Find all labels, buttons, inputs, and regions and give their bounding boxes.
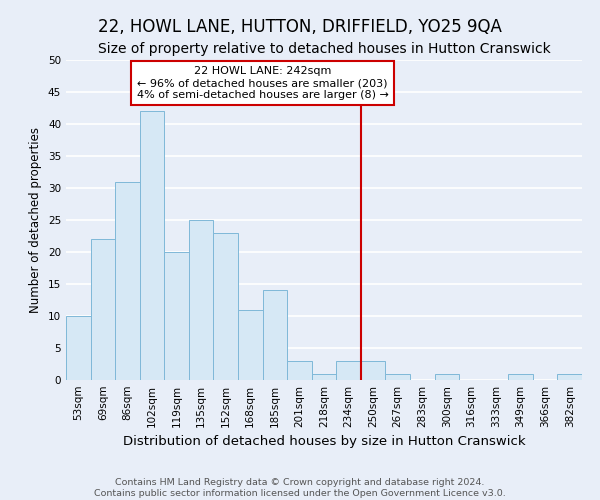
Bar — [238, 310, 263, 380]
Bar — [434, 374, 459, 380]
X-axis label: Distribution of detached houses by size in Hutton Cranswick: Distribution of detached houses by size … — [122, 436, 526, 448]
Bar — [287, 361, 312, 380]
Bar — [66, 316, 91, 380]
Bar — [312, 374, 336, 380]
Bar — [263, 290, 287, 380]
Bar — [361, 361, 385, 380]
Bar — [557, 374, 582, 380]
Bar — [91, 239, 115, 380]
Text: Contains HM Land Registry data © Crown copyright and database right 2024.
Contai: Contains HM Land Registry data © Crown c… — [94, 478, 506, 498]
Bar — [115, 182, 140, 380]
Bar — [385, 374, 410, 380]
Title: Size of property relative to detached houses in Hutton Cranswick: Size of property relative to detached ho… — [98, 42, 550, 56]
Bar — [189, 220, 214, 380]
Y-axis label: Number of detached properties: Number of detached properties — [29, 127, 43, 313]
Bar — [336, 361, 361, 380]
Text: 22 HOWL LANE: 242sqm
← 96% of detached houses are smaller (203)
4% of semi-detac: 22 HOWL LANE: 242sqm ← 96% of detached h… — [137, 66, 389, 100]
Text: 22, HOWL LANE, HUTTON, DRIFFIELD, YO25 9QA: 22, HOWL LANE, HUTTON, DRIFFIELD, YO25 9… — [98, 18, 502, 36]
Bar — [164, 252, 189, 380]
Bar — [140, 111, 164, 380]
Bar — [214, 233, 238, 380]
Bar — [508, 374, 533, 380]
